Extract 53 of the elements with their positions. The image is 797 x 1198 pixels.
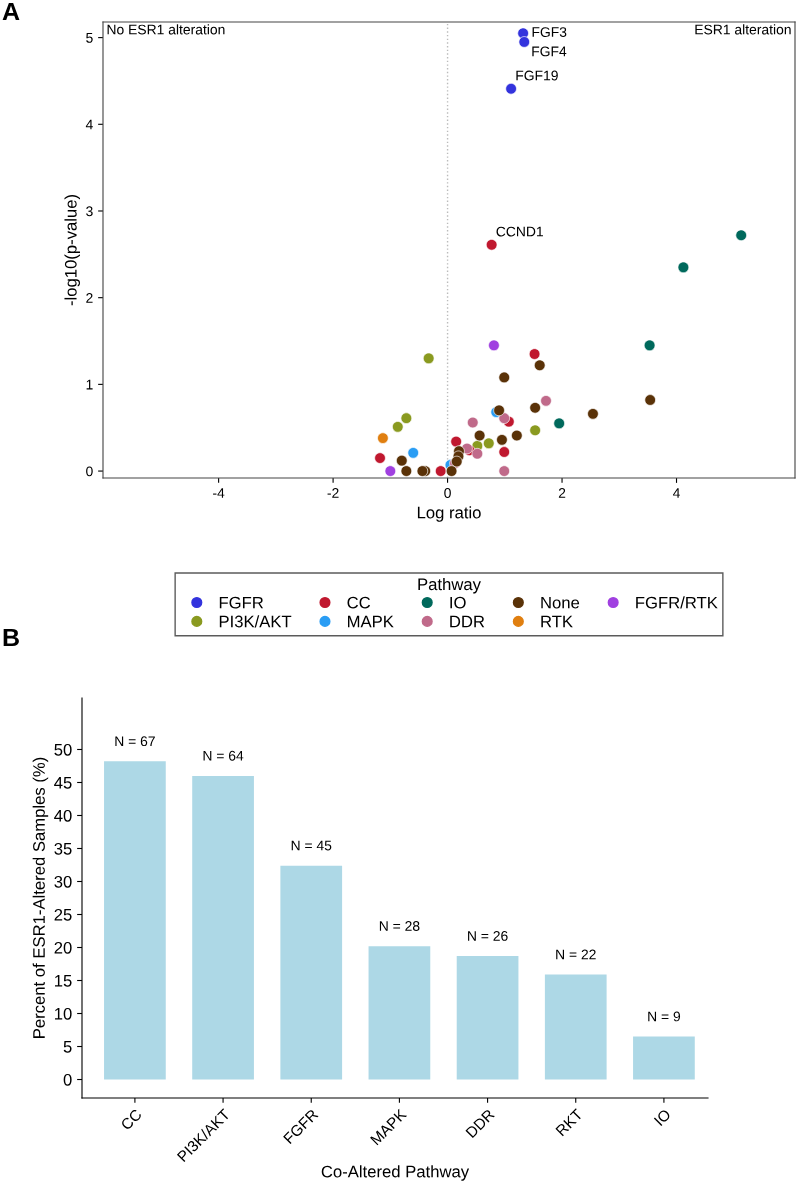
chart-title: B — [3, 628, 19, 647]
chart-title: A — [2, 2, 20, 21]
y-tick-label: 15 — [55, 975, 72, 987]
y-tick-label: 50 — [54, 743, 72, 756]
annotation: No ESR1 alteration — [107, 24, 225, 35]
x-tick-label: CC — [120, 1108, 143, 1131]
legend-label: FGFR/RTK — [636, 596, 718, 609]
legend-label: None — [541, 596, 580, 609]
y-tick-label: 1 — [86, 379, 93, 390]
x-tick-label: 4 — [672, 488, 680, 498]
y-tick-label: 20 — [54, 941, 72, 954]
x-tick-label: -2 — [327, 488, 339, 498]
y-tick-label: 30 — [54, 875, 72, 888]
legend-title: Pathway — [418, 577, 481, 594]
annotation: FGF3 — [532, 27, 567, 37]
annotation: N = 67 — [115, 736, 155, 747]
legend-label: FGFR — [219, 596, 264, 609]
annotation: N = 26 — [468, 931, 508, 941]
legend-label: DDR — [450, 615, 485, 628]
annotation: N = 9 — [648, 1011, 681, 1022]
y-axis-title: -log10(p-value) — [64, 194, 80, 306]
y-tick-label: 0 — [63, 1073, 72, 1086]
annotation: FGF4 — [532, 46, 567, 57]
legend-label: MAPK — [348, 615, 394, 628]
annotation: N = 64 — [203, 750, 244, 761]
y-tick-label: 5 — [86, 33, 93, 43]
y-tick-label: 2 — [86, 293, 93, 303]
y-tick-label: 40 — [54, 809, 72, 822]
x-tick-label: 0 — [444, 488, 451, 498]
y-tick-label: 25 — [54, 908, 72, 921]
annotation: FGF19 — [516, 70, 558, 81]
legend-label: CC — [347, 596, 371, 609]
x-tick-label: 2 — [558, 488, 566, 498]
x-tick-label: -4 — [213, 488, 225, 498]
annotation: CCND1 — [496, 226, 543, 237]
legend-label: RTK — [541, 615, 573, 628]
x-tick-label: IO — [653, 1108, 672, 1127]
annotation: N = 22 — [556, 949, 596, 960]
y-tick-label: 5 — [63, 1041, 72, 1053]
annotation: N = 28 — [379, 921, 420, 931]
x-axis-title: Co-Altered Pathway — [321, 1165, 470, 1181]
x-axis-title: Log ratio — [417, 506, 481, 522]
y-axis-title: Percent of ESR1-Altered Samples (%) — [32, 757, 49, 1038]
y-tick-label: 4 — [85, 119, 93, 130]
y-tick-label: 0 — [86, 466, 93, 477]
legend-label: IO — [450, 596, 466, 609]
legend-label: PI3K/AKT — [219, 615, 292, 628]
annotation: ESR1 alteration — [695, 24, 791, 35]
y-tick-label: 10 — [55, 1007, 72, 1020]
y-tick-label: 3 — [86, 206, 93, 217]
y-tick-label: 45 — [54, 777, 72, 789]
y-tick-label: 35 — [54, 842, 72, 855]
annotation: N = 45 — [291, 840, 332, 851]
